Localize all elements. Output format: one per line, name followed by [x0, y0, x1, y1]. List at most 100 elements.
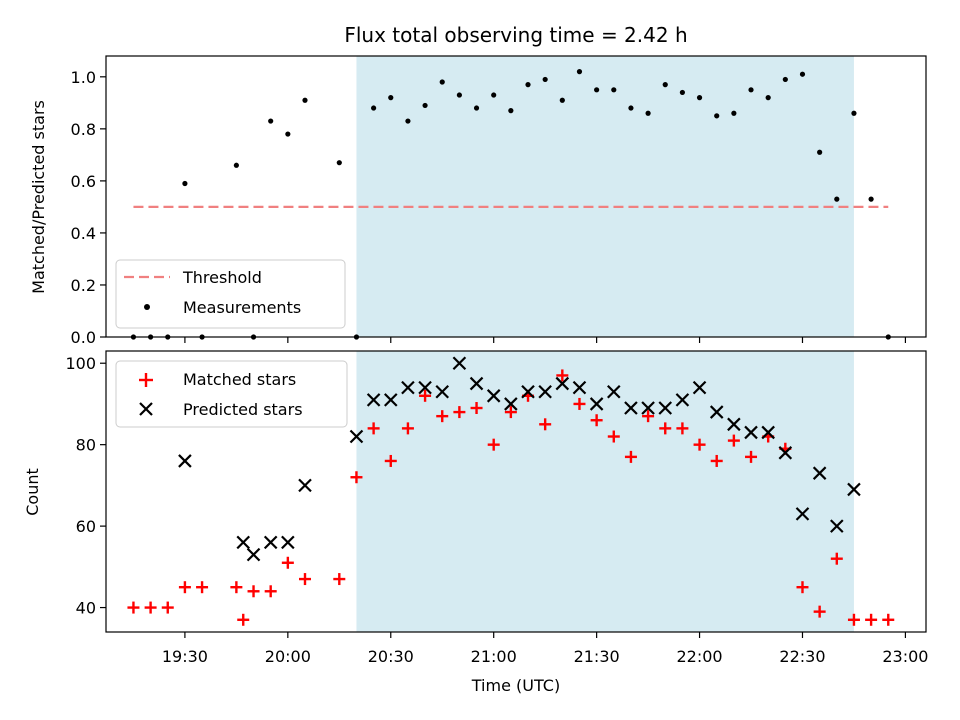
bottom-y-tick-label: 40: [76, 599, 96, 618]
measurement-point: [576, 69, 583, 75]
top-legend: Threshold Measurements: [115, 259, 346, 329]
predicted-star-point: [486, 389, 501, 403]
measurement-point: [662, 82, 668, 88]
bottom-x-ticks: 19:30 20:00 20:30 21:00 21:30 22:00 22:30 23:00: [162, 632, 928, 666]
matched-star-point: [573, 397, 586, 410]
predicted-star-point: [709, 405, 724, 419]
measurement-point: [696, 95, 703, 101]
measurement-point: [473, 105, 480, 111]
predicted-star-point: [624, 401, 638, 415]
matched-star-point: [144, 601, 157, 614]
top-y-ticks: 0.0 0.2 0.4 0.6 0.8 1.0: [71, 68, 106, 347]
matched-star-point: [161, 601, 174, 614]
legend-measurements-label: Measurements: [183, 298, 301, 317]
predicted-star-point: [452, 356, 467, 370]
matched-star-point: [710, 454, 723, 467]
measurement-point: [748, 87, 754, 93]
bottom-observing-window: [356, 351, 854, 632]
matched-star-point: [556, 369, 569, 382]
matched-star-point: [539, 418, 552, 431]
matched-star-point: [607, 430, 620, 443]
matched-star-point: [847, 613, 860, 626]
measurement-point: [405, 118, 411, 124]
matched-star-points: [127, 369, 895, 626]
measurement-point: [336, 160, 342, 166]
matched-star-point: [830, 552, 843, 565]
top-observing-window: [356, 56, 854, 337]
x-axis-label: Time (UTC): [471, 676, 560, 695]
chart-title: Flux total observing time = 2.42 h: [344, 23, 687, 47]
measurement-point: [456, 92, 462, 98]
matched-star-point: [264, 585, 277, 598]
top-y-tick-label: 0.0: [71, 328, 96, 347]
predicted-star-point: [246, 547, 261, 562]
bottom-legend: Matched stars Predicted stars: [115, 360, 348, 428]
predicted-star-point: [795, 507, 810, 521]
top-y-tick-label: 1.0: [71, 68, 96, 87]
top-panel: 0.0 0.2 0.4 0.6 0.8 1.0 Matched/Predicted sta…: [29, 55, 927, 347]
measurement-point: [542, 76, 548, 83]
predicted-star-point: [744, 425, 758, 440]
matched-star-point: [367, 422, 380, 435]
measurement-point: [268, 118, 274, 124]
predicted-star-point: [812, 466, 827, 480]
bottom-panel: 40 60 80 100 19:30 20:00 20:30 21:00 21:30 22:00…: [23, 350, 928, 695]
measurement-point: [594, 87, 600, 93]
predicted-star-point: [778, 446, 793, 460]
bottom-legend-box: [115, 360, 348, 428]
measurement-point: [834, 196, 840, 202]
matched-star-point: [642, 410, 655, 423]
predicted-star-points: [178, 356, 861, 562]
predicted-star-point: [281, 535, 295, 550]
measurement-point: [422, 102, 428, 109]
measurement-point: [851, 110, 857, 116]
predicted-star-point: [538, 384, 552, 399]
matched-star-point: [813, 605, 826, 618]
measurement-point: [782, 76, 788, 83]
measurement-point: [611, 87, 617, 93]
measurement-point: [285, 131, 291, 137]
bottom-y-ticks: 40 60 80 100: [65, 354, 106, 618]
matched-star-point: [676, 422, 689, 435]
matched-star-point: [453, 406, 466, 419]
top-y-tick-label: 0.4: [71, 224, 96, 243]
predicted-star-point: [418, 380, 432, 395]
predicted-star-point: [589, 397, 604, 411]
matched-star-point: [350, 471, 363, 484]
predicted-star-point: [263, 535, 278, 550]
x-tick-label: 23:00: [882, 647, 928, 666]
measurement-point: [508, 108, 514, 114]
predicted-star-point: [504, 397, 518, 411]
legend-matched-label: Matched stars: [183, 370, 296, 389]
measurement-point: [302, 97, 308, 103]
predicted-star-point: [298, 478, 312, 493]
legend-predicted-label: Predicted stars: [183, 400, 303, 419]
bottom-y-tick-label: 60: [76, 517, 96, 536]
matched-star-point: [230, 581, 243, 594]
matched-star-point: [237, 613, 250, 626]
matched-star-point: [693, 438, 706, 451]
matched-star-point: [745, 450, 758, 463]
bottom-y-tick-label: 100: [65, 354, 96, 373]
legend-measurements-swatch: [144, 304, 150, 310]
legend-predicted-swatch: [139, 402, 153, 416]
measurement-point: [679, 89, 686, 96]
matched-star-point: [624, 450, 637, 463]
matched-star-point: [470, 402, 483, 415]
top-y-tick-label: 0.6: [71, 172, 96, 191]
matched-star-point: [419, 389, 432, 402]
matched-star-point: [487, 438, 500, 451]
measurement-point: [799, 71, 806, 77]
predicted-star-point: [366, 393, 381, 407]
matched-star-point: [384, 454, 397, 467]
predicted-star-point: [236, 535, 251, 550]
predicted-star-point: [383, 393, 398, 407]
predicted-star-point: [521, 384, 535, 399]
legend-matched-swatch: [139, 373, 153, 387]
top-x-ticks: [184, 337, 907, 343]
predicted-star-point: [658, 401, 673, 415]
measurement-point: [559, 97, 565, 103]
top-y-axis-label: Matched/Predicted stars: [29, 100, 48, 294]
measurement-point: [765, 95, 771, 101]
